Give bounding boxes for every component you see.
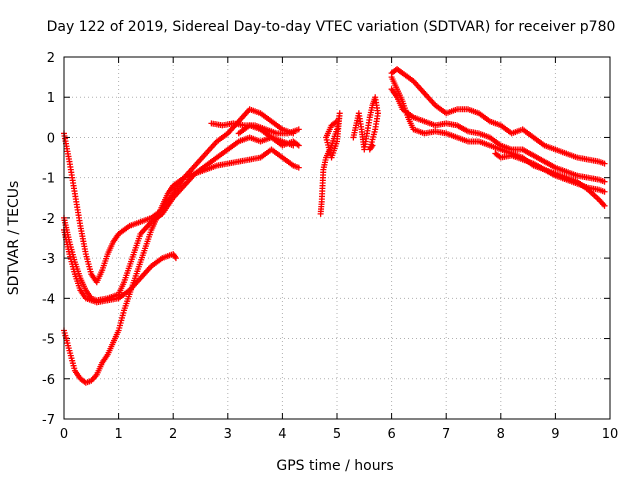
x-tick-label: 7	[442, 427, 450, 442]
data-point-marker	[334, 118, 340, 125]
y-tick-label: 1	[47, 91, 55, 106]
x-tick-label: 2	[169, 427, 177, 442]
y-tick-label: -2	[42, 212, 55, 227]
x-tick-label: 10	[602, 427, 619, 442]
data-point-marker	[172, 253, 179, 260]
x-tick-label: 3	[224, 427, 232, 442]
data-point-marker	[368, 143, 375, 150]
data-markers	[61, 66, 608, 386]
grid-lines	[64, 57, 610, 419]
y-tick-label: -5	[42, 333, 55, 348]
y-tick-label: -4	[42, 292, 55, 307]
y-axis-label: SDTVAR / TECUs	[6, 181, 22, 296]
data-point-marker	[295, 126, 302, 133]
data-point-marker	[601, 160, 608, 167]
data-point-marker	[295, 142, 302, 149]
series-track-G	[317, 110, 343, 217]
x-tick-label: 5	[333, 427, 341, 442]
x-axis-label: GPS time / hours	[276, 458, 393, 474]
y-tick-label: -6	[42, 373, 55, 388]
series-track-H	[350, 94, 381, 153]
data-point-marker	[369, 142, 376, 149]
x-tick-label: 1	[114, 427, 122, 442]
y-tick-label: -3	[42, 252, 55, 267]
x-tick-label: 0	[60, 427, 68, 442]
y-tick-label: 2	[47, 51, 55, 66]
data-point-marker	[601, 178, 608, 185]
x-tick-label: 8	[497, 427, 505, 442]
y-tick-label: -7	[42, 413, 55, 428]
series-track-I	[388, 66, 608, 167]
x-tick-label: 6	[387, 427, 395, 442]
data-point-marker	[601, 188, 608, 195]
x-tick-label: 4	[278, 427, 286, 442]
y-tick-label: 0	[47, 131, 55, 146]
series-track-F	[235, 122, 302, 149]
y-tick-label: -1	[42, 172, 55, 187]
data-point-marker	[601, 202, 608, 209]
plot-frame	[63, 56, 611, 420]
series-track-J	[388, 86, 608, 185]
x-tick-label: 9	[551, 427, 559, 442]
y-axis-ticks: 2 1 0 -1 -2 -3 -4 -5 -6 -7	[42, 51, 610, 428]
data-point-marker	[295, 164, 302, 171]
series-track-D	[61, 146, 302, 386]
x-axis-ticks: 0 1 2 3 4 5 6 7 8 9 10	[60, 57, 618, 442]
chart-title: Day 122 of 2019, Sidereal Day-to-day VTE…	[47, 19, 616, 35]
series-track-L	[492, 150, 608, 195]
data-point-marker	[172, 255, 179, 262]
